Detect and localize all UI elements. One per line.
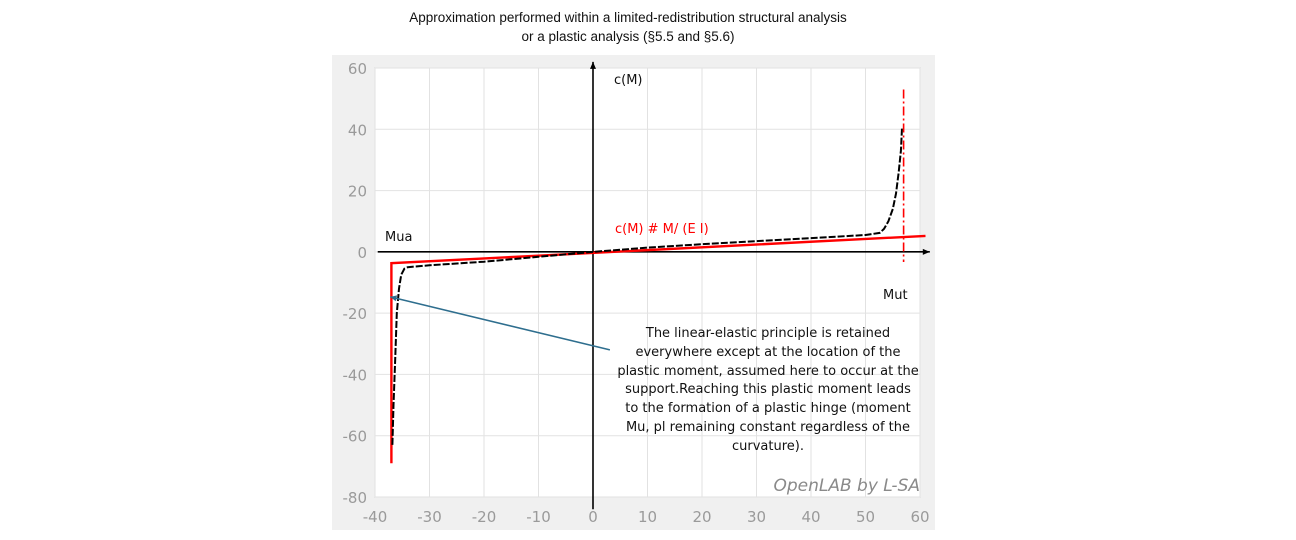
annotation-line: plastic moment, assumed here to occur at… bbox=[617, 363, 919, 379]
mut-label: Mut bbox=[883, 288, 908, 303]
x-tick-label: -20 bbox=[472, 508, 497, 526]
annotation-line: to the formation of a plastic hinge (mom… bbox=[625, 401, 911, 417]
black-moment-curvature-curve bbox=[391, 128, 903, 445]
annotation-line: Mu, pl remaining constant regardless of … bbox=[625, 419, 911, 435]
annotation-text: The linear-elastic principle is retained… bbox=[608, 325, 928, 457]
mua-label: Mua bbox=[385, 230, 412, 245]
y-tick-label: -40 bbox=[343, 366, 368, 384]
y-tick-label: 0 bbox=[357, 244, 367, 262]
x-tick-label: -10 bbox=[526, 508, 551, 526]
x-tick-label: 30 bbox=[747, 508, 766, 526]
chart-title-line-2: or a plastic analysis (§5.5 and §5.6) bbox=[521, 29, 735, 44]
y-tick-label: -20 bbox=[343, 305, 368, 323]
annotation-line: curvature). bbox=[732, 438, 804, 454]
y-axis-label: c(M) bbox=[614, 73, 643, 88]
annotation-line: everywhere except at the location of the bbox=[635, 344, 901, 360]
y-tick-label: 40 bbox=[348, 121, 367, 139]
red-linear-approximation-line bbox=[390, 234, 926, 464]
y-tick-label: -60 bbox=[343, 428, 368, 446]
x-tick-label: -30 bbox=[417, 508, 442, 526]
red-line-label: c(M) # M/ (E I) bbox=[615, 222, 709, 237]
x-axis-arrow-icon bbox=[922, 248, 930, 255]
y-axis-arrow-icon bbox=[590, 61, 596, 69]
annotation-line: support.Reaching this plastic moment lea… bbox=[625, 382, 911, 398]
y-tick-label: -80 bbox=[343, 489, 368, 507]
x-tick-label: 0 bbox=[588, 508, 598, 526]
chart-title-line-1: Approximation performed within a limited… bbox=[409, 10, 847, 25]
annotation-arrowhead-icon bbox=[390, 295, 398, 302]
annotation-arrow-line bbox=[390, 296, 611, 351]
annotation-line: The linear-elastic principle is retained bbox=[645, 326, 891, 341]
x-tick-label: 40 bbox=[801, 508, 820, 526]
x-tick-label: 20 bbox=[692, 508, 711, 526]
x-tick-label: -40 bbox=[363, 508, 388, 526]
x-tick-label: 60 bbox=[910, 508, 929, 526]
watermark: OpenLAB by L-SA bbox=[773, 476, 920, 496]
x-tick-label: 10 bbox=[638, 508, 657, 526]
x-tick-label: 50 bbox=[856, 508, 875, 526]
y-tick-label: 20 bbox=[348, 183, 367, 201]
y-tick-label: 60 bbox=[348, 60, 367, 78]
